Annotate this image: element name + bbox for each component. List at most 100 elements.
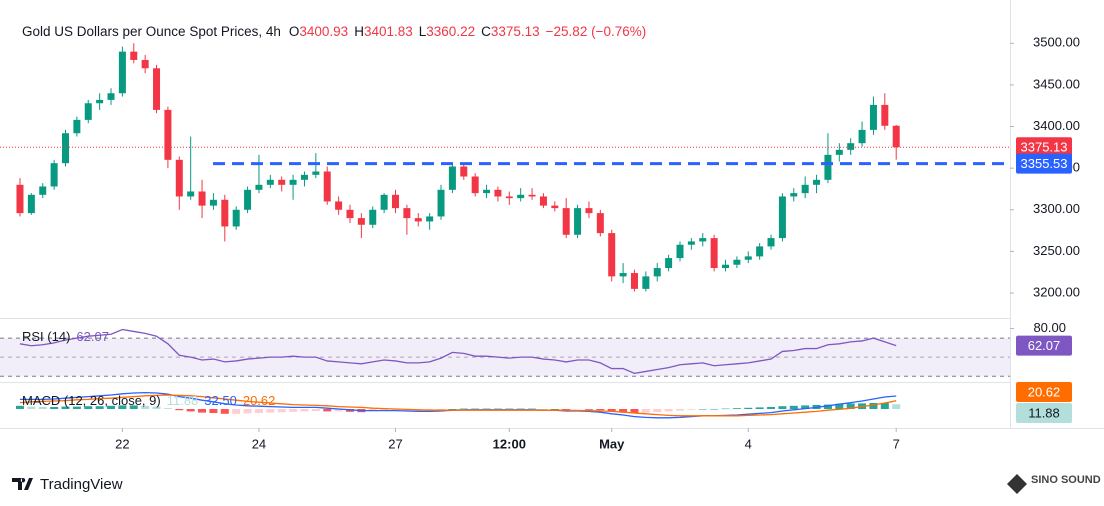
candle-body bbox=[778, 196, 786, 239]
candle-body bbox=[733, 259, 741, 265]
macd-histogram-bar bbox=[311, 409, 320, 411]
candle-body bbox=[84, 103, 92, 120]
candle-body bbox=[221, 199, 229, 227]
y-tick-label: 3200.00 bbox=[1033, 284, 1080, 299]
candle-body bbox=[574, 208, 582, 235]
candle-body bbox=[471, 176, 479, 194]
candle-body bbox=[232, 209, 240, 227]
macd-histogram-bar bbox=[254, 409, 263, 413]
candle-body bbox=[687, 241, 695, 245]
candle-body bbox=[835, 149, 843, 155]
macd-histogram-bar bbox=[334, 409, 343, 412]
macd-histogram-bar bbox=[448, 409, 457, 410]
macd-histogram-bar bbox=[84, 406, 93, 409]
macd-histogram-bar bbox=[15, 405, 24, 409]
candle-body bbox=[528, 194, 536, 197]
candle-body bbox=[369, 209, 377, 225]
macd-histogram-bar bbox=[163, 408, 172, 409]
signal-value-label-box bbox=[1016, 382, 1072, 402]
macd-histogram-bar bbox=[323, 409, 332, 412]
macd-histogram-bar bbox=[710, 409, 719, 410]
macd-histogram-bar bbox=[584, 409, 593, 410]
level-label-box bbox=[1016, 153, 1072, 174]
x-tick-label: May bbox=[599, 436, 625, 451]
macd-histogram-bar bbox=[175, 409, 184, 411]
macd-histogram-bar bbox=[789, 405, 798, 409]
candle-body bbox=[164, 109, 172, 160]
signal-value-label: 20.62 bbox=[1028, 384, 1061, 399]
candle-body bbox=[244, 189, 252, 210]
candle-body bbox=[824, 154, 832, 180]
macd-histogram-bar bbox=[721, 408, 730, 410]
macd-histogram-bar bbox=[107, 405, 116, 409]
candle-body bbox=[596, 213, 604, 234]
logo bbox=[12, 478, 33, 490]
watermark-logo bbox=[1007, 474, 1027, 494]
candle-body bbox=[790, 193, 798, 197]
macd-histogram-bar bbox=[61, 406, 70, 409]
candle-body bbox=[517, 194, 525, 199]
macd-histogram-bar bbox=[528, 408, 537, 410]
candle-body bbox=[448, 166, 456, 190]
x-tick-label: 7 bbox=[893, 436, 900, 451]
ohlc-label: O bbox=[289, 24, 300, 39]
macd-histogram-bar bbox=[72, 406, 81, 409]
rsi-tick-label: 80.00 bbox=[1033, 320, 1066, 335]
macd-histogram-bar bbox=[732, 408, 741, 409]
histogram-value-label: 11.88 bbox=[1028, 405, 1060, 420]
candle-body bbox=[505, 196, 513, 199]
candle-body bbox=[869, 104, 877, 130]
candle-body bbox=[858, 129, 866, 144]
macd-histogram-bar bbox=[664, 409, 673, 412]
macd-histogram-bar bbox=[801, 405, 810, 409]
candle-body bbox=[608, 233, 616, 277]
macd-histogram-bar bbox=[95, 406, 104, 409]
histogram-value-label-box bbox=[1016, 403, 1072, 423]
macd-histogram-bar bbox=[220, 409, 229, 414]
candle-body bbox=[460, 166, 468, 177]
macd-histogram-bar bbox=[641, 409, 650, 413]
macd-histogram-bar bbox=[880, 403, 889, 409]
candle-body bbox=[312, 171, 320, 175]
ohlc-value: 3375.13 bbox=[491, 24, 540, 39]
histogram-value: 11.88 bbox=[167, 393, 199, 408]
candle-body bbox=[300, 174, 308, 180]
candle-body bbox=[551, 205, 559, 209]
signal-line bbox=[19, 394, 897, 417]
macd-histogram-bar bbox=[471, 408, 480, 410]
x-tick-label: 4 bbox=[745, 436, 752, 451]
candle-body bbox=[744, 256, 752, 260]
candle-body bbox=[767, 238, 775, 247]
candle-body bbox=[289, 179, 297, 185]
candle-body bbox=[209, 199, 217, 206]
chart-title: Gold US Dollars per Ounce Spot Prices, 4… bbox=[22, 24, 281, 39]
macd-histogram-bar bbox=[607, 409, 616, 412]
candle-body bbox=[710, 238, 718, 269]
candle-body bbox=[813, 179, 821, 185]
y-tick-label: 3300.00 bbox=[1033, 201, 1080, 216]
macd-histogram-bar bbox=[232, 409, 241, 414]
macd-histogram-bar bbox=[539, 409, 548, 410]
macd-histogram-bar bbox=[300, 409, 309, 412]
candle-body bbox=[426, 216, 434, 222]
x-tick-label: 24 bbox=[252, 436, 266, 451]
macd-histogram-bar bbox=[277, 409, 286, 413]
macd-histogram-bar bbox=[619, 409, 628, 412]
candle-body bbox=[699, 238, 707, 242]
ohlc-value: 3360.22 bbox=[426, 24, 475, 39]
logo-icon bbox=[12, 478, 33, 490]
rsi-title: RSI (14) bbox=[22, 329, 70, 344]
macd-header: MACD (12, 26, close, 9) 11.88 32.50 20.62 bbox=[22, 393, 275, 408]
macd-histogram-bar bbox=[516, 408, 525, 410]
macd-histogram-bar bbox=[50, 407, 59, 409]
ohlc-value: 3400.93 bbox=[299, 24, 348, 39]
brand: TradingView bbox=[40, 476, 123, 493]
macd-histogram-bar bbox=[573, 409, 582, 410]
level-label: 3355.53 bbox=[1021, 156, 1068, 171]
watermark-icon bbox=[1007, 474, 1027, 494]
macd-histogram-bar bbox=[186, 409, 195, 412]
candle-body bbox=[357, 218, 365, 225]
macd-histogram-bar bbox=[505, 408, 514, 410]
y-tick-label: 3450.00 bbox=[1033, 76, 1080, 91]
ohlc-label: L bbox=[419, 24, 427, 39]
